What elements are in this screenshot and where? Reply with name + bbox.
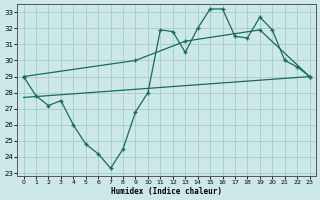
- X-axis label: Humidex (Indice chaleur): Humidex (Indice chaleur): [111, 187, 222, 196]
